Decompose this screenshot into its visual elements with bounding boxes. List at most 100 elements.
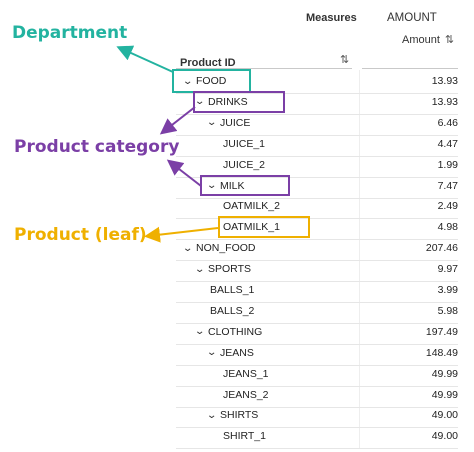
row-amount-value: 148.49	[425, 346, 458, 359]
table-row[interactable]: ⌄ JUICE 6.46	[176, 114, 458, 136]
chevron-down-icon[interactable]: ⌄	[206, 117, 218, 129]
row-label: JUICE_1	[223, 138, 265, 150]
row-label: ⌄ SHIRTS	[206, 409, 259, 422]
table-row: JEANS_1 49.99	[176, 365, 458, 387]
row-amount-value: 49.00	[431, 409, 458, 422]
row-amount-value: 1.99	[437, 158, 458, 171]
chevron-down-icon[interactable]: ⌄	[206, 180, 218, 191]
row-label: JEANS_1	[223, 368, 269, 380]
row-amount-value: 49.99	[431, 367, 458, 380]
row-label-text: JUICE	[220, 116, 251, 129]
row-label-text: OATMILK_1	[223, 221, 280, 234]
header-divider	[362, 68, 458, 69]
row-label-text: FOOD	[196, 75, 227, 87]
measures-header: Measures	[306, 12, 357, 24]
table-row[interactable]: ⌄ JEANS 148.49	[176, 344, 458, 366]
table-row: JEANS_2 49.99	[176, 386, 458, 408]
row-label: BALLS_1	[210, 284, 254, 296]
table-row[interactable]: ⌄ MILK 7.47	[176, 177, 458, 199]
table-row: JUICE_2 1.99	[176, 156, 458, 178]
row-label: OATMILK_1	[223, 221, 280, 233]
row-label: BALLS_2	[210, 305, 254, 317]
row-label: SHIRT_1	[223, 430, 266, 442]
chevron-down-icon[interactable]: ⌄	[194, 96, 206, 108]
amount-column-header[interactable]: Amount ⇅	[402, 33, 455, 47]
chevron-down-icon[interactable]: ⌄	[206, 409, 218, 421]
table-row: OATMILK_2 2.49	[176, 197, 458, 220]
column-separator	[359, 70, 360, 448]
row-label: ⌄ JUICE	[206, 116, 251, 129]
table-row[interactable]: ⌄ NON_FOOD 207.46	[176, 239, 458, 262]
row-label: ⌄ FOOD	[182, 75, 227, 87]
row-amount-value: 7.47	[437, 179, 458, 192]
table-row[interactable]: ⌄ FOOD 13.93	[176, 72, 458, 94]
row-label-text: SHIRT_1	[223, 430, 266, 443]
department-annotation: Department	[12, 23, 128, 43]
department-arrow	[116, 45, 174, 73]
row-amount-value: 9.97	[437, 263, 458, 276]
row-label-text: JEANS_2	[223, 388, 269, 401]
sort-icon[interactable]: ⇅	[444, 34, 455, 46]
row-amount-value: 5.98	[437, 304, 458, 317]
row-label-text: DRINKS	[208, 95, 248, 108]
table-row: JUICE_1 4.47	[176, 135, 458, 157]
row-label-text: NON_FOOD	[196, 242, 256, 255]
row-amount-value: 4.47	[437, 137, 458, 150]
chevron-down-icon[interactable]: ⌄	[206, 347, 218, 359]
row-amount-value: 13.93	[431, 75, 458, 87]
row-label-text: SHIRTS	[220, 409, 259, 422]
category-arrow	[159, 106, 196, 135]
row-amount-value: 13.93	[431, 95, 458, 108]
row-label: JUICE_2	[223, 159, 265, 171]
table-row[interactable]: ⌄ SHIRTS 49.00	[176, 406, 458, 429]
row-label: JEANS_2	[223, 389, 269, 401]
header-divider	[176, 68, 352, 69]
table-row: SHIRT_1 49.00	[176, 427, 458, 450]
row-amount-value: 4.98	[437, 221, 458, 234]
row-amount-value: 49.00	[431, 430, 458, 443]
chevron-down-icon[interactable]: ⌄	[194, 263, 206, 275]
row-label-text: CLOTHING	[208, 325, 263, 338]
row-label: ⌄ NON_FOOD	[182, 242, 256, 255]
row-label-text: JEANS_1	[223, 367, 269, 380]
leaf-arrow	[144, 226, 219, 243]
row-label: ⌄ CLOTHING	[194, 325, 263, 338]
row-label-text: JUICE_2	[223, 158, 266, 171]
product-leaf-annotation: Product (leaf)	[14, 225, 147, 245]
row-amount-value: 207.46	[425, 242, 458, 255]
amount-column-label: Amount	[402, 33, 440, 46]
table-row[interactable]: ⌄ DRINKS 13.93	[176, 93, 458, 115]
product-category-annotation: Product category	[14, 137, 180, 157]
leaf-highlight-box	[218, 216, 310, 238]
row-label: ⌄ SPORTS	[194, 263, 251, 276]
row-label: ⌄ MILK	[206, 179, 245, 192]
table-row[interactable]: ⌄ SPORTS 9.97	[176, 260, 458, 283]
row-amount-value: 6.46	[437, 116, 458, 129]
table-row: BALLS_2 5.98	[176, 302, 458, 324]
category-arrow	[166, 159, 202, 187]
row-label-text: OATMILK_2	[223, 200, 280, 213]
row-label: OATMILK_2	[223, 200, 280, 212]
row-label: ⌄ DRINKS	[194, 95, 248, 108]
row-amount-value: 197.49	[425, 325, 458, 338]
chevron-down-icon[interactable]: ⌄	[194, 326, 206, 338]
row-label-text: MILK	[220, 179, 245, 192]
row-label: ⌄ JEANS	[206, 346, 254, 359]
row-label-text: JEANS	[220, 346, 254, 359]
table-row: BALLS_1 3.99	[176, 281, 458, 303]
row-label-text: BALLS_2	[210, 304, 255, 317]
chevron-down-icon[interactable]: ⌄	[182, 75, 194, 87]
table-row: OATMILK_1 4.98	[176, 218, 458, 241]
row-label-text: SPORTS	[208, 263, 251, 276]
table-row[interactable]: ⌄ CLOTHING 197.49	[176, 323, 458, 345]
category-highlight-box	[193, 91, 285, 113]
row-amount-value: 3.99	[437, 284, 458, 296]
sort-icon[interactable]: ⇅	[340, 54, 350, 66]
amount-measure-header: AMOUNT	[387, 12, 437, 24]
row-label-text: JUICE_1	[223, 137, 266, 150]
chevron-down-icon[interactable]: ⌄	[182, 242, 194, 254]
row-amount-value: 49.99	[431, 388, 458, 401]
row-amount-value: 2.49	[437, 200, 458, 213]
product-id-header: Product ID	[180, 57, 236, 69]
